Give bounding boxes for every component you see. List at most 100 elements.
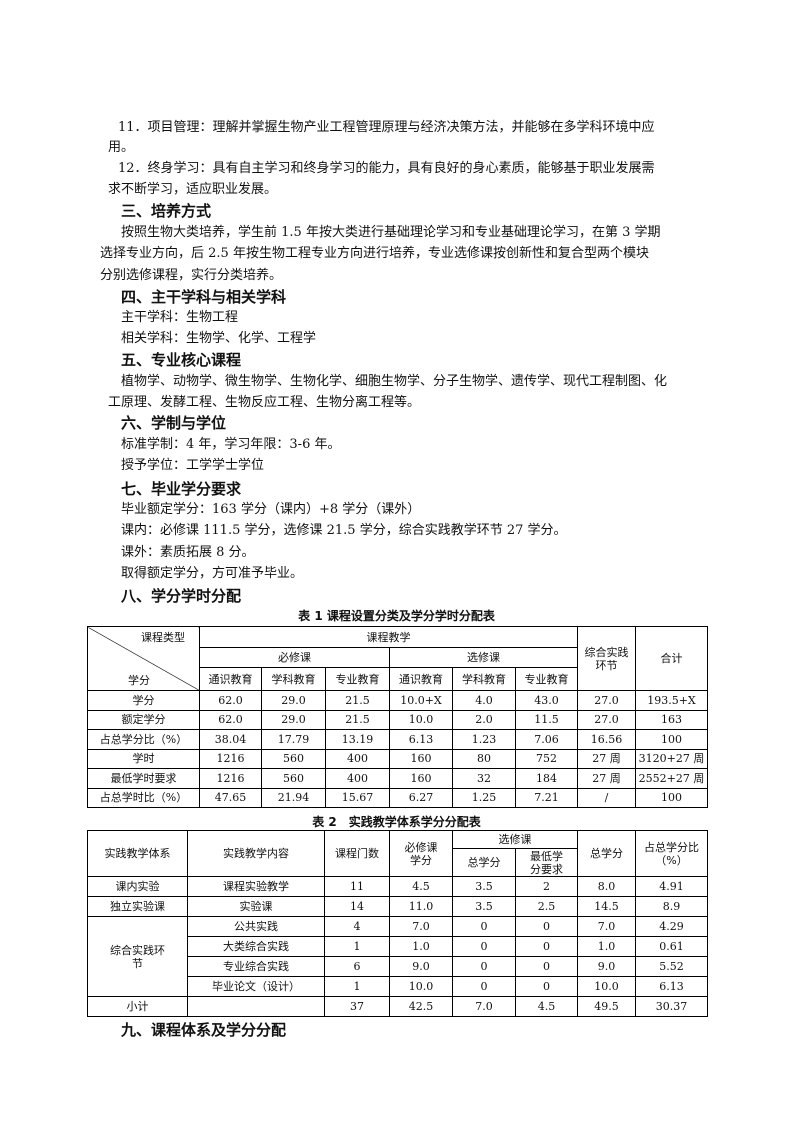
table-cell: 8.0 bbox=[577, 876, 636, 897]
table-cell: 14 bbox=[324, 896, 390, 917]
table-cell: 14.5 bbox=[577, 896, 636, 917]
table-cell: 6 bbox=[324, 956, 390, 977]
table-cell: 400 bbox=[325, 768, 390, 789]
table-row: 学时 1216 560 400 160 80 752 27 周 3120+27 周 bbox=[87, 748, 708, 769]
table-cell: 2552+27 周 bbox=[635, 768, 708, 789]
header-cell: 综合实践环节 bbox=[577, 626, 636, 691]
header-cell: 学科教育 bbox=[261, 667, 326, 691]
header-cell: 必修课 bbox=[199, 647, 390, 668]
row-label-cell: 实验课 bbox=[187, 896, 325, 917]
table-cell: 0 bbox=[515, 916, 578, 937]
table-cell: 43.0 bbox=[515, 690, 578, 711]
table-cell: 3.5 bbox=[452, 876, 516, 897]
table-cell: 560 bbox=[261, 768, 326, 789]
table-cell: 2 bbox=[515, 876, 578, 897]
table-cell: 21.5 bbox=[325, 690, 390, 711]
table-row: 学分 62.0 29.0 21.5 10.0+X 4.0 43.0 27.0 193.5+X bbox=[87, 690, 708, 711]
table-row: 毕业论文（设计） 1 10.0 0 0 10.0 6.13 bbox=[88, 976, 708, 997]
header-cell: 通识教育 bbox=[199, 667, 262, 691]
header-cell: 合计 bbox=[635, 626, 708, 691]
row-label-cell: 大类综合实践 bbox=[187, 936, 325, 957]
table-cell: 11.0 bbox=[389, 896, 453, 917]
table-cell: 27.0 bbox=[577, 690, 636, 711]
table-cell: 3120+27 周 bbox=[635, 748, 708, 769]
text-line: 授予学位：工学学士学位 bbox=[121, 458, 265, 473]
table-cell: 6.13 bbox=[389, 729, 453, 750]
section-heading: 三、培养方式 bbox=[121, 202, 212, 220]
header-cell: 专业教育 bbox=[515, 667, 578, 691]
table-cell: 6.27 bbox=[389, 787, 453, 808]
table-cell: 27.0 bbox=[577, 709, 636, 730]
table-cell: 7.06 bbox=[515, 729, 578, 750]
table-cell: 7.0 bbox=[452, 996, 516, 1017]
header-cell: 通识教育 bbox=[389, 667, 453, 691]
row-label-cell: 额定学分 bbox=[87, 709, 200, 730]
row-label-cell: 学分 bbox=[87, 690, 200, 711]
table-cell: 193.5+X bbox=[635, 690, 708, 711]
row-label-cell: 综合实践环节 bbox=[87, 916, 188, 997]
table-cell: 100 bbox=[635, 787, 708, 808]
table-cell: 32 bbox=[452, 768, 516, 789]
table-cell: 3.5 bbox=[452, 896, 516, 917]
text-line: 取得额定学分，方可准予毕业。 bbox=[121, 566, 304, 581]
text-line: 相关学科：生物学、化学、工程学 bbox=[121, 331, 317, 346]
text-line: 求不断学习，适应职业发展。 bbox=[108, 182, 278, 197]
section-heading: 八、学分学时分配 bbox=[121, 587, 242, 605]
table-cell: 38.04 bbox=[199, 729, 262, 750]
text-line: 课内：必修课 111.5 学分，选修课 21.5 学分，综合实践教学环节 27 … bbox=[121, 523, 567, 538]
table-cell: 1 bbox=[324, 976, 390, 997]
table-cell: 11.5 bbox=[515, 709, 578, 730]
table-cell: 752 bbox=[515, 748, 578, 769]
header-cell: 总学分 bbox=[452, 848, 516, 877]
text-line: 工原理、发酵工程、生物反应工程、生物分离工程等。 bbox=[108, 395, 421, 410]
header-cell: 总学分 bbox=[577, 830, 636, 877]
table-cell: 184 bbox=[515, 768, 578, 789]
row-label-cell: 学时 bbox=[87, 748, 200, 769]
section-heading: 九、课程体系及学分分配 bbox=[121, 1021, 287, 1039]
header-cell: 课程门数 bbox=[324, 830, 390, 877]
text-line: 12．终身学习：具有自主学习和终身学习的能力，具有良好的身心素质，能够基于职业发… bbox=[118, 161, 655, 176]
table-cell: 560 bbox=[261, 748, 326, 769]
table-cell: 29.0 bbox=[261, 690, 326, 711]
text-line: 用。 bbox=[108, 140, 135, 155]
table-cell: 1 bbox=[324, 936, 390, 957]
text-line: 毕业额定学分：163 学分（课内）+8 学分（课外） bbox=[121, 502, 421, 517]
header-cell: 最低学分要求 bbox=[515, 848, 578, 877]
table-cell: 0 bbox=[452, 936, 516, 957]
table-cell: 2.5 bbox=[515, 896, 578, 917]
table-cell: 100 bbox=[635, 729, 708, 750]
table-cell: 163 bbox=[635, 709, 708, 730]
row-label-cell: 占总学时比（%） bbox=[87, 787, 200, 808]
row-label-cell: 课内实验 bbox=[87, 876, 188, 897]
table-cell: 8.9 bbox=[635, 896, 708, 917]
row-label-cell bbox=[187, 996, 325, 1017]
text-line: 选择专业方向，后 2.5 年按生物工程专业方向进行培养，专业选修课按创新性和复合… bbox=[100, 246, 649, 261]
table-cell: 0 bbox=[452, 956, 516, 977]
table1: 课程类型 学分 课程教学 综合实践环节 合计 必修课 选修课 通识教育 学科教育 专业… bbox=[87, 626, 708, 808]
table-cell: 10.0 bbox=[389, 709, 453, 730]
table-cell: 400 bbox=[325, 748, 390, 769]
table-cell: 0 bbox=[452, 976, 516, 997]
corner-top-label: 课程类型 bbox=[141, 631, 185, 644]
table-cell: 160 bbox=[389, 748, 453, 769]
table-cell: 10.0+X bbox=[389, 690, 453, 711]
table2-caption: 表 2 实践教学体系学分分配表 bbox=[312, 815, 481, 829]
table-cell: 0 bbox=[515, 976, 578, 997]
table-cell: 11 bbox=[324, 876, 390, 897]
table2: 实践教学体系 实践教学内容 课程门数 必修课学分 选修课 总学分 占总学分比（%… bbox=[87, 830, 708, 1017]
table-cell: 29.0 bbox=[261, 709, 326, 730]
table-cell: 1.0 bbox=[389, 936, 453, 957]
table-row: 占总学分比（%） 38.04 17.79 13.19 6.13 1.23 7.06 16.56… bbox=[87, 729, 708, 750]
header-cell: 实践教学内容 bbox=[187, 830, 325, 877]
table-cell: 47.65 bbox=[199, 787, 262, 808]
table-cell: 6.13 bbox=[635, 976, 708, 997]
table-cell: 80 bbox=[452, 748, 516, 769]
table-cell: 42.5 bbox=[389, 996, 453, 1017]
table-cell: 21.5 bbox=[325, 709, 390, 730]
table-row: 课内实验 课程实验教学 11 4.5 3.5 2 8.0 4.91 bbox=[87, 876, 708, 897]
table-row: 额定学分 62.0 29.0 21.5 10.0 2.0 11.5 27.0 163 bbox=[87, 709, 708, 730]
section-heading: 六、学制与学位 bbox=[121, 414, 227, 432]
header-cell: 学科教育 bbox=[452, 667, 516, 691]
table-row: 专业综合实践 6 9.0 0 0 9.0 5.52 bbox=[88, 956, 708, 977]
table-cell: 1.23 bbox=[452, 729, 516, 750]
